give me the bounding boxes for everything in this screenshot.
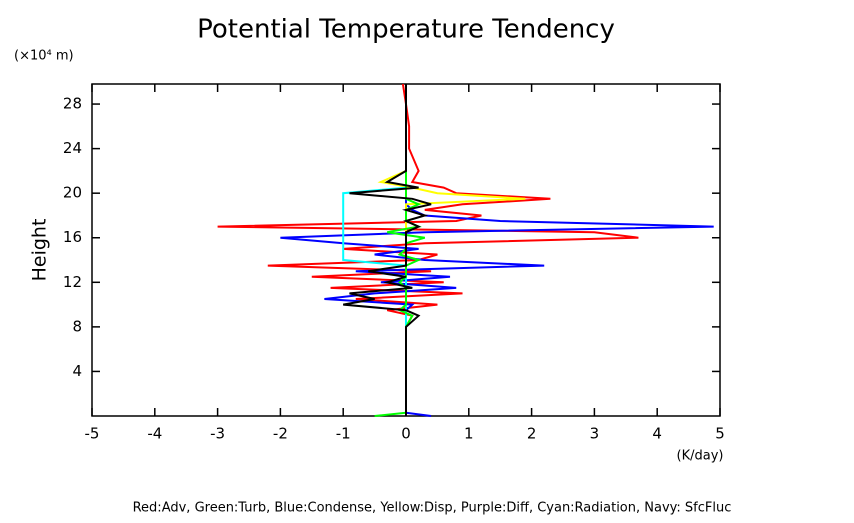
y-tick-label: 20 (63, 184, 82, 202)
x-unit-label: (K/day) (677, 449, 724, 464)
x-tick-label: 2 (527, 425, 537, 443)
profile-line (217, 83, 639, 416)
profile-line (343, 84, 432, 416)
x-tick-label: 4 (652, 425, 662, 443)
y-tick-label: 16 (63, 228, 82, 246)
x-tick-label: -2 (273, 425, 288, 443)
x-tick-label: 0 (401, 425, 411, 443)
y-tick-label: 4 (72, 362, 82, 380)
chart-title: Potential Temperature Tendency (197, 15, 615, 45)
y-tick-label: 8 (72, 317, 82, 335)
x-tick-label: 3 (590, 425, 600, 443)
x-tick-label: 1 (464, 425, 474, 443)
y-tick-label: 24 (63, 139, 82, 157)
footer-legend: Red:Adv, Green:Turb, Blue:Condense, Yell… (133, 501, 732, 516)
x-tick-label: -4 (147, 425, 162, 443)
x-tick-label: 5 (715, 425, 725, 443)
x-tick-label: -5 (85, 425, 100, 443)
y-unit-label: (×10⁴ m) (14, 49, 74, 64)
y-axis-label: Height (29, 219, 51, 282)
y-tick-label: 12 (63, 273, 82, 291)
x-tick-label: -3 (210, 425, 225, 443)
y-tick-label: 28 (63, 95, 82, 113)
x-tick-label: -1 (336, 425, 351, 443)
